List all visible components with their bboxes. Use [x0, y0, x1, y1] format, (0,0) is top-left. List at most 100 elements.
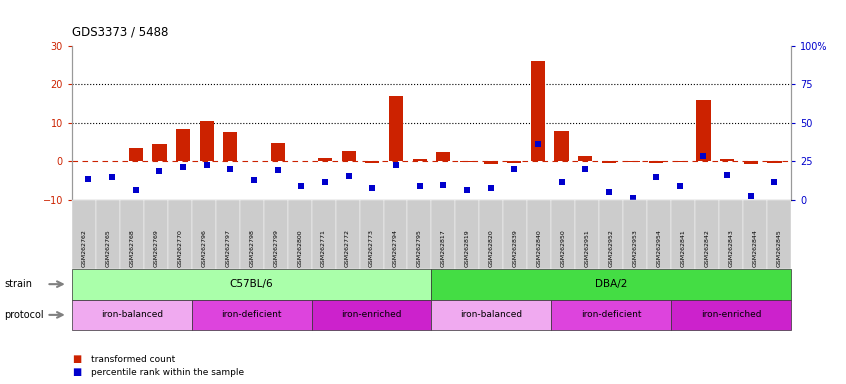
Point [484, 185, 497, 191]
Bar [696, 100, 711, 161]
Point [106, 174, 119, 180]
Text: GSM262954: GSM262954 [656, 229, 662, 267]
Text: GSM262794: GSM262794 [393, 229, 398, 267]
Text: GSM262796: GSM262796 [201, 229, 206, 267]
Point [767, 179, 781, 185]
Text: GSM262843: GSM262843 [728, 229, 733, 267]
Text: GSM262950: GSM262950 [561, 229, 566, 267]
Text: GSM262842: GSM262842 [705, 229, 710, 267]
Point [697, 152, 711, 159]
Point [460, 187, 474, 193]
Bar [271, 143, 285, 161]
Text: GSM262841: GSM262841 [681, 229, 685, 267]
Point [294, 183, 308, 189]
Point [721, 172, 734, 178]
Bar [673, 161, 687, 162]
Bar [200, 121, 214, 161]
Text: GSM262953: GSM262953 [633, 229, 638, 267]
Text: GSM262773: GSM262773 [369, 229, 374, 267]
Bar [223, 132, 238, 161]
Point [555, 179, 569, 185]
Bar [507, 161, 521, 163]
Bar [152, 144, 167, 161]
Text: GSM262845: GSM262845 [777, 229, 782, 267]
Text: iron-enriched: iron-enriched [700, 310, 761, 319]
Bar [460, 161, 474, 162]
Text: strain: strain [4, 279, 32, 289]
Text: GSM262844: GSM262844 [753, 229, 757, 267]
Text: iron-deficient: iron-deficient [581, 310, 641, 319]
Text: GSM262797: GSM262797 [225, 229, 230, 267]
Point [200, 162, 213, 168]
Point [650, 174, 663, 180]
Text: protocol: protocol [4, 310, 44, 320]
Point [152, 168, 166, 174]
Point [223, 166, 237, 172]
Point [602, 189, 616, 195]
Bar [413, 159, 426, 161]
Text: DBA/2: DBA/2 [595, 279, 628, 289]
Point [247, 177, 261, 183]
Point [342, 173, 355, 179]
Point [365, 185, 379, 191]
Text: iron-deficient: iron-deficient [222, 310, 282, 319]
Text: GSM262770: GSM262770 [178, 229, 182, 267]
Point [271, 167, 284, 173]
Text: GSM262772: GSM262772 [345, 229, 350, 267]
Text: GSM262795: GSM262795 [417, 229, 422, 267]
Point [176, 164, 190, 170]
Text: ■: ■ [72, 367, 81, 377]
Text: ■: ■ [72, 354, 81, 364]
Text: GSM262799: GSM262799 [273, 229, 278, 267]
Text: GSM262762: GSM262762 [81, 229, 86, 267]
Bar [389, 96, 403, 161]
Bar [176, 129, 190, 161]
Bar [767, 161, 782, 163]
Text: GSM262819: GSM262819 [465, 229, 470, 267]
Text: GSM262952: GSM262952 [609, 229, 613, 267]
Bar [318, 158, 332, 161]
Point [413, 183, 426, 189]
Bar [602, 161, 616, 163]
Text: GSM262769: GSM262769 [153, 229, 158, 267]
Bar [649, 161, 663, 163]
Point [129, 187, 142, 193]
Point [579, 166, 592, 172]
Text: percentile rank within the sample: percentile rank within the sample [91, 368, 244, 377]
Bar [484, 161, 497, 164]
Bar [365, 161, 379, 163]
Text: GSM262951: GSM262951 [585, 229, 590, 267]
Text: transformed count: transformed count [91, 354, 175, 364]
Text: C57BL/6: C57BL/6 [230, 279, 273, 289]
Point [508, 166, 521, 172]
Text: GSM262820: GSM262820 [489, 229, 494, 267]
Point [673, 183, 687, 189]
Point [82, 175, 96, 182]
Point [389, 162, 403, 168]
Text: GSM262800: GSM262800 [297, 229, 302, 267]
Bar [437, 152, 450, 161]
Text: iron-balanced: iron-balanced [101, 310, 163, 319]
Text: GSM262771: GSM262771 [321, 229, 326, 267]
Point [744, 193, 757, 199]
Point [318, 179, 332, 185]
Bar [625, 161, 640, 162]
Text: GSM262765: GSM262765 [106, 229, 110, 267]
Bar [129, 148, 143, 161]
Text: iron-enriched: iron-enriched [341, 310, 402, 319]
Bar [342, 151, 356, 161]
Text: GSM262798: GSM262798 [250, 229, 254, 267]
Bar [530, 61, 545, 161]
Text: iron-balanced: iron-balanced [460, 310, 523, 319]
Text: GSM262839: GSM262839 [513, 229, 518, 267]
Bar [720, 159, 734, 161]
Bar [744, 161, 758, 164]
Text: GSM262840: GSM262840 [537, 229, 541, 267]
Text: GDS3373 / 5488: GDS3373 / 5488 [72, 25, 168, 38]
Bar [554, 131, 569, 161]
Point [531, 141, 545, 147]
Point [626, 195, 640, 201]
Bar [578, 156, 592, 161]
Point [437, 182, 450, 188]
Text: GSM262817: GSM262817 [441, 229, 446, 267]
